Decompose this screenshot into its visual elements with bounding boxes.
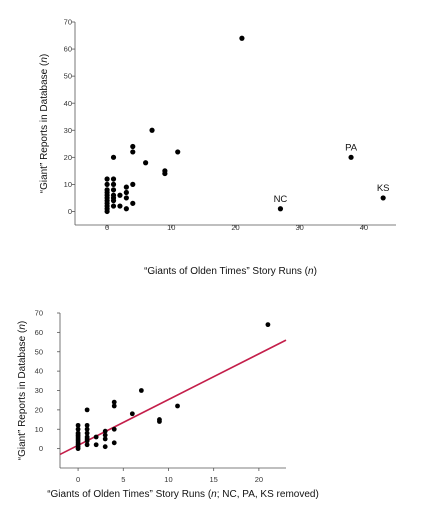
y-tick-label: 20 [35, 405, 43, 414]
y-tick-label: 30 [35, 386, 43, 395]
data-point [104, 187, 110, 193]
axis-title-part: ) [17, 321, 28, 324]
data-point [123, 184, 129, 190]
data-point [93, 442, 99, 448]
data-point [129, 411, 135, 417]
y-tick-label: 10 [35, 425, 43, 434]
data-point [239, 35, 245, 41]
data-point [102, 432, 108, 438]
y-tick-label: 50 [35, 347, 43, 356]
data-point [117, 192, 123, 198]
x-tick-label: 0 [76, 475, 80, 484]
data-point [111, 440, 117, 446]
point-annotation-label: PA [345, 142, 358, 153]
y-tick-label: 70 [35, 309, 43, 318]
data-point [175, 403, 180, 409]
data-point [102, 444, 108, 450]
data-point [117, 203, 123, 209]
data-point [111, 399, 117, 405]
data-point [149, 127, 155, 133]
data-point [84, 442, 90, 448]
data-point [93, 434, 99, 440]
axis-title-part: ; NC, PA, KS removed) [217, 489, 319, 500]
data-point [157, 417, 162, 422]
x-axis-title: “Giants of Olden Times” Story Runs (n; N… [47, 489, 319, 500]
data-point [104, 181, 110, 187]
point-annotation-label: KS [377, 183, 390, 194]
data-point [138, 388, 144, 393]
data-point [110, 203, 117, 209]
data-point [130, 143, 136, 150]
x-tick-label: 20 [255, 475, 263, 484]
data-point [110, 176, 117, 182]
y-tick-label: 40 [64, 99, 72, 108]
data-point [143, 160, 149, 166]
x-tick-label: 0 [105, 223, 109, 232]
x-tick-label: 40 [360, 223, 368, 232]
data-point [84, 426, 90, 432]
data-point [110, 154, 117, 160]
x-axis-title: “Giants of Olden Times” Story Runs (n) [144, 266, 317, 277]
data-point [110, 187, 117, 193]
data-point [123, 189, 129, 196]
chart-2-outliers-removed: 0 5 10 15 20 0 10 20 30 40 50 60 70 “Giants of Olden … [17, 309, 319, 500]
data-point [123, 195, 129, 201]
data-point [348, 154, 354, 160]
point-annotation-label: NC [274, 194, 288, 205]
y-tick-label: 60 [35, 328, 43, 337]
data-point [130, 181, 136, 187]
data-point [84, 422, 90, 428]
data-point [102, 436, 108, 442]
axis-title-part: n [211, 489, 217, 500]
x-tick-label: 15 [210, 475, 218, 484]
data-point [130, 200, 136, 206]
axis-title-part: “Giant” Reports in Database ( [17, 329, 28, 460]
data-point [380, 195, 386, 201]
data-point [75, 426, 81, 432]
axis-title-part: n [17, 324, 28, 330]
data-point [84, 430, 90, 436]
axis-title-part: ) [314, 266, 317, 277]
data-point [111, 403, 117, 409]
data-point [104, 176, 110, 182]
axis-title-part: “Giants of Olden Times” Story Runs ( [47, 489, 212, 500]
data-point [162, 168, 168, 174]
data-point [265, 322, 271, 328]
y-tick-label: 20 [64, 153, 72, 162]
axis-title-part: ) [39, 54, 50, 57]
data-point [277, 206, 284, 212]
data-point [130, 149, 136, 155]
data-point [110, 181, 117, 187]
y-tick-label: 0 [68, 207, 72, 216]
y-axis-title: “Giant” Reports in Database (n) [17, 321, 28, 461]
x-tick-label: 20 [231, 223, 239, 232]
data-point [84, 434, 90, 440]
data-point [110, 192, 117, 198]
y-tick-label: 60 [64, 45, 72, 54]
data-point [123, 206, 129, 212]
y-tick-label: 70 [64, 18, 72, 27]
y-tick-label: 0 [39, 444, 43, 453]
x-tick-label: 5 [121, 475, 125, 484]
chart-1-story-runs-vs-reports: 0 10 20 30 40 0 10 20 30 40 50 60 70 NC PA KS “Giants of… [39, 18, 396, 277]
data-point [102, 428, 108, 434]
data-point [84, 407, 90, 413]
y-tick-label: 40 [35, 367, 43, 376]
axis-title-part: n [308, 266, 314, 277]
axis-title-part: “Giant” Reports in Database ( [39, 62, 50, 193]
axis-title-part: “Giants of Olden Times” Story Runs ( [144, 266, 309, 277]
x-tick-label: 10 [167, 223, 175, 232]
x-tick-label: 10 [164, 475, 172, 484]
axis-title-part: n [39, 57, 50, 63]
data-point [175, 149, 181, 155]
data-point [75, 422, 81, 428]
x-tick-label: 30 [296, 223, 304, 232]
y-tick-label: 10 [64, 180, 72, 189]
y-tick-label: 50 [64, 72, 72, 81]
y-tick-label: 30 [64, 126, 72, 135]
y-axis-title: “Giant” Reports in Database (n) [39, 54, 50, 194]
data-point [75, 430, 81, 436]
data-point [111, 426, 117, 432]
